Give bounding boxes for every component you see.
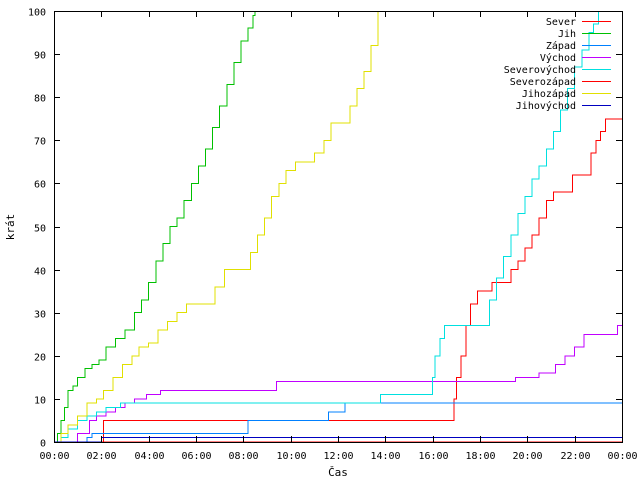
y-tick-label: 60 <box>34 180 46 191</box>
x-tick-label: 06:00 <box>181 451 211 462</box>
x-tick-label: 10:00 <box>276 451 306 462</box>
series-line-7 <box>54 11 379 442</box>
x-tick-label: 08:00 <box>228 451 258 462</box>
legend-label: Sever <box>546 17 576 28</box>
y-tick-label: 0 <box>40 439 46 450</box>
legend-label: Jihozápad <box>522 88 576 100</box>
x-tick-label: 18:00 <box>465 451 495 462</box>
legend-label: Západ <box>546 40 576 52</box>
y-tick-label: 90 <box>34 51 46 62</box>
x-tick-label: 16:00 <box>418 451 448 462</box>
legend-label: Jih <box>558 29 576 40</box>
x-tick-label: 12:00 <box>323 451 353 462</box>
x-tick-label: 00:00 <box>39 451 69 462</box>
series-line-5 <box>54 11 599 442</box>
legend-label: Severozápad <box>510 76 576 88</box>
legend-label: Jihovýchod <box>516 100 576 112</box>
legend-label: Severovýchod <box>504 64 576 76</box>
series-line-1 <box>54 118 622 442</box>
series-line-8 <box>54 437 622 442</box>
y-tick-label: 70 <box>34 137 46 148</box>
y-tick-label: 30 <box>34 310 46 321</box>
y-tick-label: 50 <box>34 224 46 235</box>
series-line-3 <box>54 402 622 442</box>
y-tick-label: 20 <box>34 353 46 364</box>
y-tick-label: 10 <box>34 396 46 407</box>
x-tick-label: 20:00 <box>512 451 542 462</box>
y-axis-label: krát <box>4 214 17 241</box>
x-tick-label: 00:00 <box>607 451 637 462</box>
legend-label: Východ <box>540 52 576 64</box>
x-axis-label: Čas <box>328 466 348 479</box>
x-tick-label: 22:00 <box>560 451 590 462</box>
legend: SeverJihZápadVýchodSeverovýchodSeverozáp… <box>504 17 611 112</box>
y-tick-label: 40 <box>34 267 46 278</box>
series-line-4 <box>54 325 622 442</box>
y-tick-label: 80 <box>34 94 46 105</box>
y-tick-label: 100 <box>28 8 46 19</box>
series-layer <box>54 11 622 442</box>
series-line-2 <box>54 11 256 442</box>
ticks-layer: 00:00 02:00 04:00 06:00 08:00 10:00 12:00 14:00… <box>28 8 638 463</box>
x-tick-label: 02:00 <box>86 451 116 462</box>
x-tick-label: 04:00 <box>134 451 164 462</box>
x-tick-label: 14:00 <box>370 451 400 462</box>
